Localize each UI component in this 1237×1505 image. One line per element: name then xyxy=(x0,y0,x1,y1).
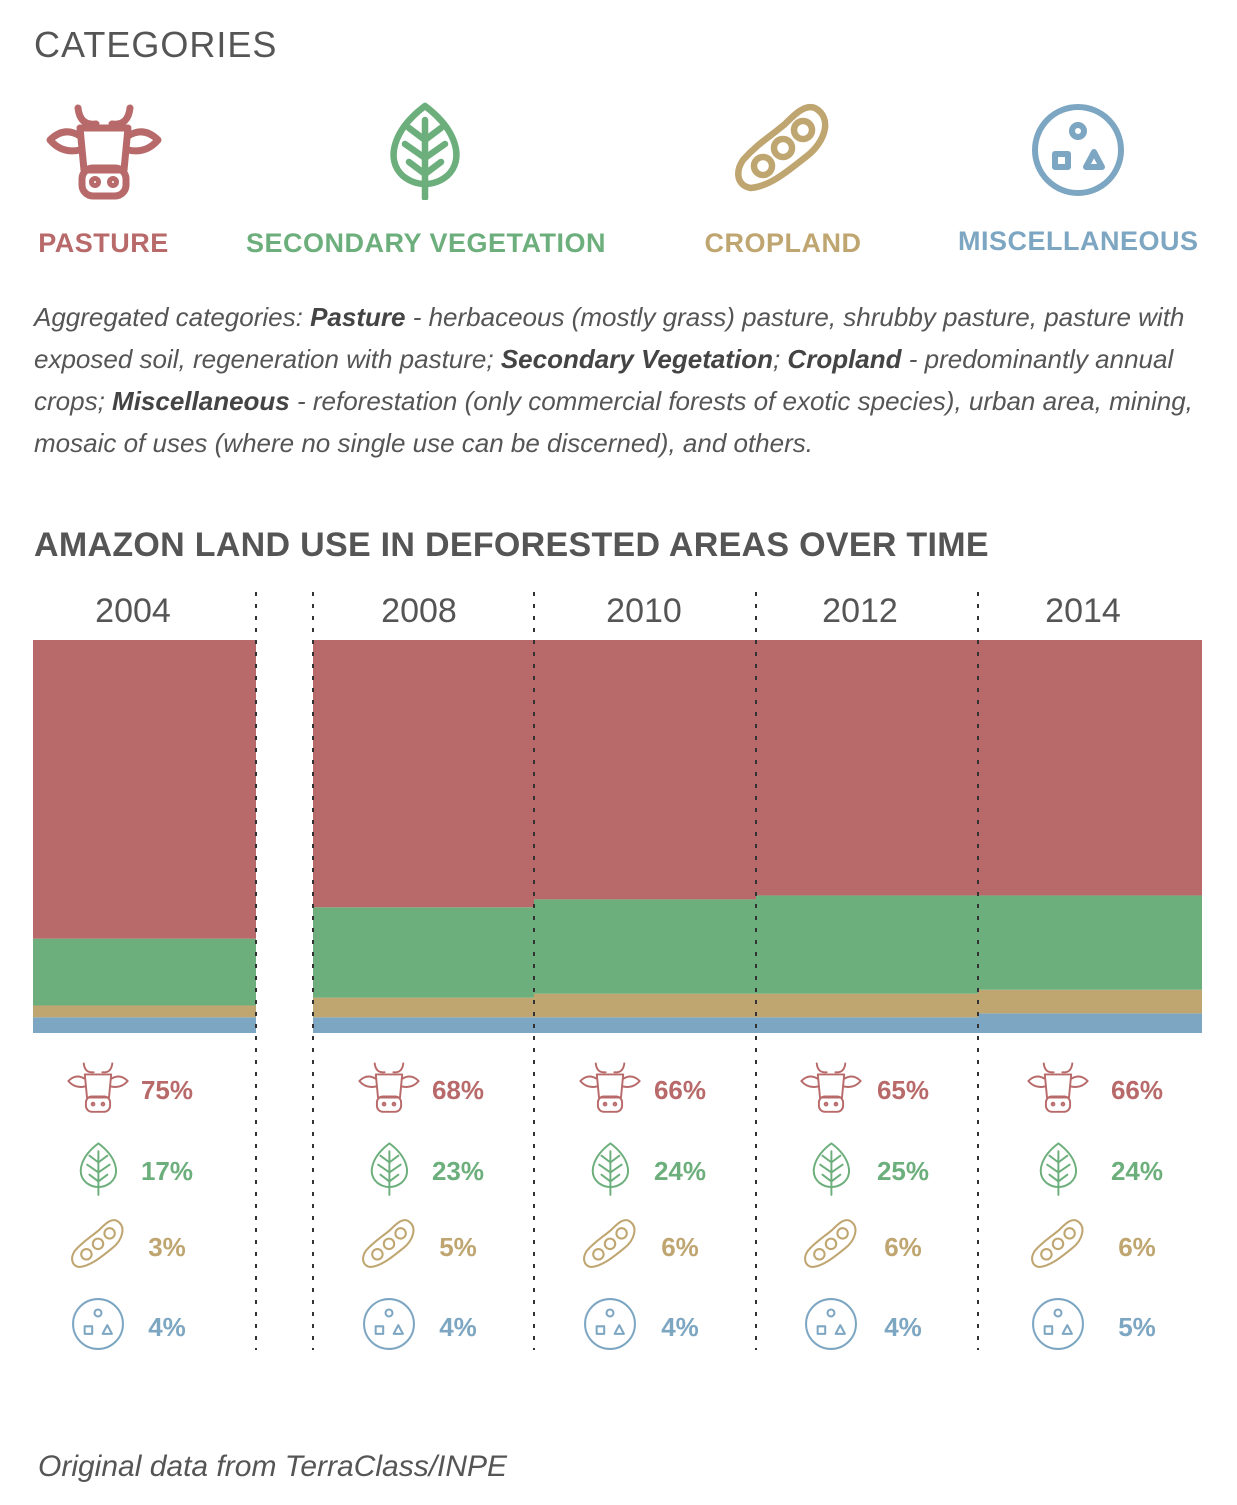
bar-pasture-2012 xyxy=(756,640,978,896)
shapes-circle-icon xyxy=(805,1298,857,1350)
bar-secondary-vegetation-2014 xyxy=(978,895,1202,990)
value-label-cropland-2014: 6% xyxy=(1118,1232,1156,1262)
bar-pasture-2010 xyxy=(534,640,756,900)
land-use-chart: 2004 2008 2010 2012 2014 75% 17% 3% 4% 68% 23% 5% 4%… xyxy=(33,592,1202,1350)
bar-cropland-2012 xyxy=(756,993,978,1018)
shapes-circle-icon xyxy=(363,1298,415,1350)
leaf-icon xyxy=(370,1142,408,1196)
categories-heading: CATEGORIES xyxy=(34,24,278,65)
value-label-cropland-2004: 3% xyxy=(148,1232,186,1262)
category-label-cropland: CROPLAND xyxy=(704,228,862,258)
value-label-pasture-2012: 65% xyxy=(877,1075,929,1105)
bar-cropland-2010 xyxy=(534,993,756,1018)
value-label-pasture-2004: 75% xyxy=(141,1075,193,1105)
category-label-pasture: PASTURE xyxy=(38,228,169,258)
bar-miscellaneous-2008 xyxy=(313,1017,534,1033)
cow-icon xyxy=(67,1062,129,1113)
shapes-circle-icon xyxy=(72,1298,124,1350)
category-secondary-vegetation: SECONDARY VEGETATION xyxy=(246,100,607,259)
bean-pod-icon xyxy=(71,1219,124,1269)
year-label-2004: 2004 xyxy=(95,592,171,630)
year-label-2008: 2008 xyxy=(381,592,457,630)
value-label-secondary-vegetation-2012: 25% xyxy=(877,1156,929,1186)
bar-cropland-2008 xyxy=(313,997,534,1018)
bar-secondary-vegetation-2010 xyxy=(534,899,756,994)
value-label-miscellaneous-2010: 4% xyxy=(661,1312,699,1342)
value-label-miscellaneous-2014: 5% xyxy=(1118,1312,1156,1342)
leaf-icon xyxy=(591,1142,629,1196)
category-label-miscellaneous: MISCELLANEOUS xyxy=(958,226,1199,256)
bar-secondary-vegetation-2004 xyxy=(33,938,256,1006)
category-pasture: PASTURE xyxy=(35,100,172,259)
source-note: Original data from TerraClass/INPE xyxy=(38,1450,508,1483)
shapes-circle-icon xyxy=(584,1298,636,1350)
bean-pod-icon xyxy=(735,103,829,192)
value-label-miscellaneous-2004: 4% xyxy=(148,1312,186,1342)
bean-pod-icon xyxy=(1031,1219,1084,1269)
value-label-cropland-2012: 6% xyxy=(884,1232,922,1262)
bar-cropland-2004 xyxy=(33,1005,256,1018)
leaf-icon xyxy=(812,1142,850,1196)
bar-secondary-vegetation-2012 xyxy=(756,895,978,994)
bean-pod-icon xyxy=(804,1219,857,1269)
bar-secondary-vegetation-2008 xyxy=(313,907,534,998)
bar-pasture-2014 xyxy=(978,640,1202,896)
shapes-circle-icon xyxy=(1032,104,1124,196)
shapes-circle-icon xyxy=(1032,1298,1084,1350)
bar-miscellaneous-2012 xyxy=(756,1017,978,1033)
value-label-secondary-vegetation-2004: 17% xyxy=(141,1156,193,1186)
categories-description: Aggregated categories: Pasture - herbace… xyxy=(34,302,1193,458)
value-label-pasture-2014: 66% xyxy=(1111,1075,1163,1105)
bar-miscellaneous-2004 xyxy=(33,1017,256,1033)
value-label-miscellaneous-2012: 4% xyxy=(884,1312,922,1342)
chart-title: AMAZON LAND USE IN DEFORESTED AREAS OVER… xyxy=(34,526,989,564)
value-label-pasture-2008: 68% xyxy=(432,1075,484,1105)
bar-pasture-2004 xyxy=(33,640,256,939)
category-label-secondary-vegetation: SECONDARY VEGETATION xyxy=(246,228,607,258)
value-label-cropland-2008: 5% xyxy=(439,1232,477,1262)
cow-icon xyxy=(46,104,161,200)
bar-cropland-2014 xyxy=(978,989,1202,1014)
cow-icon xyxy=(1027,1062,1089,1113)
cow-icon xyxy=(800,1062,862,1113)
value-label-pasture-2010: 66% xyxy=(654,1075,706,1105)
bean-pod-icon xyxy=(362,1219,415,1269)
bar-miscellaneous-2010 xyxy=(534,1017,756,1033)
bar-miscellaneous-2014 xyxy=(978,1013,1202,1033)
value-label-miscellaneous-2008: 4% xyxy=(439,1312,477,1342)
value-label-secondary-vegetation-2010: 24% xyxy=(654,1156,706,1186)
value-label-secondary-vegetation-2008: 23% xyxy=(432,1156,484,1186)
bean-pod-icon xyxy=(583,1219,636,1269)
category-miscellaneous: MISCELLANEOUS xyxy=(958,100,1198,257)
cow-icon xyxy=(579,1062,641,1113)
year-label-2012: 2012 xyxy=(822,592,898,630)
leaf-icon xyxy=(390,102,459,200)
leaf-icon xyxy=(1039,1142,1077,1196)
bar-pasture-2008 xyxy=(313,640,534,908)
year-label-2014: 2014 xyxy=(1045,592,1121,630)
leaf-icon xyxy=(79,1142,117,1196)
value-label-secondary-vegetation-2014: 24% xyxy=(1111,1156,1163,1186)
value-label-cropland-2010: 6% xyxy=(661,1232,699,1262)
category-cropland: CROPLAND xyxy=(703,100,863,259)
cow-icon xyxy=(358,1062,420,1113)
year-label-2010: 2010 xyxy=(606,592,682,630)
